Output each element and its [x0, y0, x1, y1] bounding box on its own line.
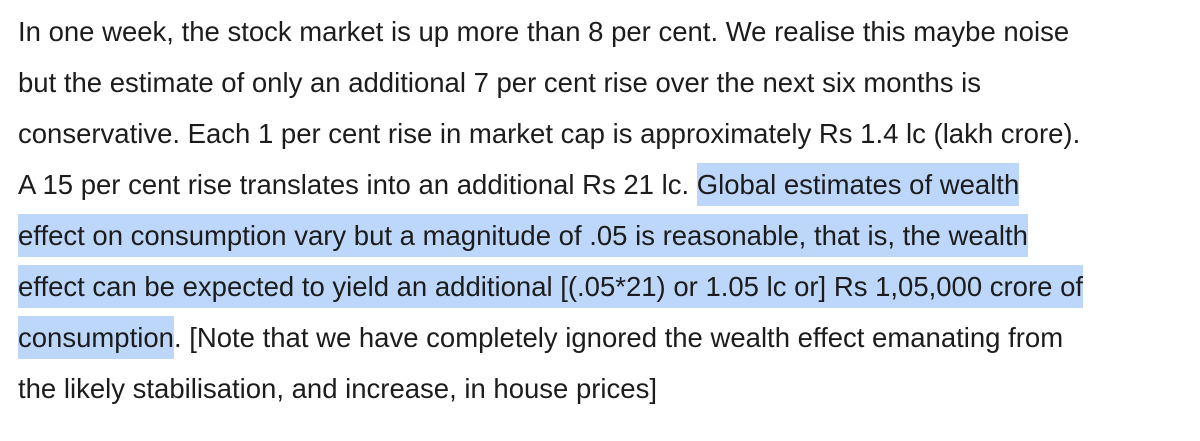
highlighted-selection[interactable]: Global estimates of wealth — [696, 163, 1020, 206]
paragraph-line-3: conservative. Each 1 per cent rise in ma… — [18, 108, 1188, 159]
text-segment: A 15 per cent rise translates into an ad… — [18, 169, 697, 200]
paragraph-line-1: In one week, the stock market is up more… — [18, 6, 1188, 57]
text-segment: In one week, the stock market is up more… — [18, 16, 1070, 47]
document-paragraph: In one week, the stock market is up more… — [18, 6, 1188, 414]
highlighted-selection[interactable]: effect can be expected to yield an addit… — [18, 265, 1084, 308]
paragraph-line-2: but the estimate of only an additional 7… — [18, 57, 1188, 108]
paragraph-line-5: effect on consumption vary but a magnitu… — [18, 210, 1188, 261]
highlighted-selection[interactable]: consumption — [18, 316, 174, 359]
highlighted-selection[interactable]: effect on consumption vary but a magnitu… — [18, 214, 1028, 257]
text-segment: the likely stabilisation, and increase, … — [18, 373, 657, 404]
paragraph-line-8: the likely stabilisation, and increase, … — [18, 363, 1188, 414]
paragraph-line-7: consumption. [Note that we have complete… — [18, 312, 1188, 363]
text-segment: conservative. Each 1 per cent rise in ma… — [18, 118, 1081, 149]
text-segment: but the estimate of only an additional 7… — [18, 67, 982, 98]
paragraph-line-6: effect can be expected to yield an addit… — [18, 261, 1188, 312]
paragraph-line-4: A 15 per cent rise translates into an ad… — [18, 159, 1188, 210]
text-segment: . [Note that we have completely ignored … — [173, 322, 1064, 353]
